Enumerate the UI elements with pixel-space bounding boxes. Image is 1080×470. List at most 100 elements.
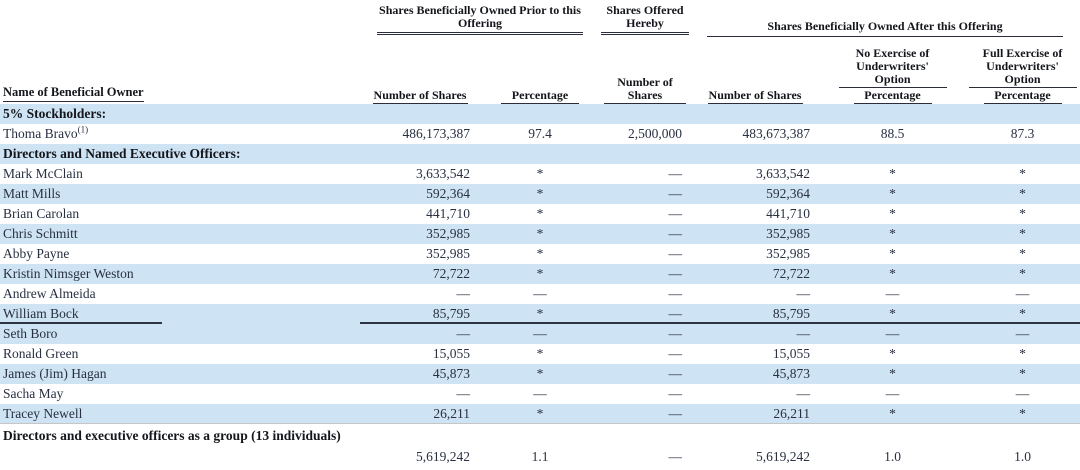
- no-exercise-percentage-cell: —: [885, 286, 900, 301]
- after-shares-cell: 352,985: [766, 226, 810, 241]
- prior-percentage-cell: *: [480, 304, 600, 324]
- offered-shares-cell: —: [668, 386, 683, 401]
- owner-name: Kristin Nimsger Weston: [3, 266, 134, 281]
- prior-percentage-cell: *: [536, 186, 544, 201]
- after-shares-cell: 15,055: [772, 346, 810, 361]
- full-exercise-percentage-cell: *: [1019, 266, 1026, 281]
- offered-shares-cell: —: [668, 406, 683, 421]
- offered-number-of-shares-header-cell: Number of Shares: [600, 76, 690, 104]
- owner-name: Directors and Named Executive Officers:: [3, 146, 241, 161]
- table-row: James (Jim) Hagan 45,873 * — 45,873 * *: [0, 364, 1080, 384]
- full-exercise-percentage-cell: —: [1015, 386, 1030, 401]
- prior-percentage-cell: *: [536, 166, 544, 181]
- owner-name: Andrew Almeida: [3, 286, 96, 301]
- no-exercise-option-header-cell: No Exercise of Underwriters' Option Perc…: [820, 47, 965, 104]
- owner-name: William Bock: [3, 306, 79, 321]
- prior-shares-cell: 352,985: [426, 226, 470, 241]
- table-row: Andrew Almeida — — — — — —: [0, 284, 1080, 304]
- owner-name-cell: Ronald Green: [0, 344, 360, 364]
- no-exercise-percentage-cell: *: [889, 206, 896, 221]
- owner-name-cell: James (Jim) Hagan: [0, 364, 360, 384]
- after-offering-subheaders: Number of Shares No Exercise of Underwri…: [690, 47, 1080, 104]
- prior-percentage-cell: [480, 144, 600, 164]
- owner-name-cell: Directors and executive officers as a gr…: [0, 424, 360, 444]
- full-exercise-percentage-cell: *: [1019, 206, 1026, 221]
- after-shares-cell: —: [796, 326, 811, 341]
- owner-name-cell: Abby Payne: [0, 244, 360, 264]
- after-shares-cell: 3,633,542: [756, 166, 810, 181]
- owner-name: Directors and executive officers as a gr…: [3, 428, 341, 443]
- table-row: Brian Carolan 441,710 * — 441,710 * *: [0, 204, 1080, 224]
- prior-percentage-cell: 97.4: [528, 126, 552, 141]
- owner-name: Ronald Green: [3, 346, 79, 361]
- after-shares-cell: —: [796, 386, 811, 401]
- no-exercise-percentage-cell: *: [889, 346, 896, 361]
- owner-name: Thoma Bravo: [3, 126, 78, 141]
- full-exercise-percentage-cell: *: [1019, 186, 1026, 201]
- prior-offering-group-label: Shares Beneficially Owned Prior to this …: [377, 4, 583, 35]
- name-column-header-cell: Name of Beneficial Owner: [0, 0, 360, 104]
- after-shares-cell: 592,364: [766, 186, 810, 201]
- table-row: Kristin Nimsger Weston 72,722 * — 72,722…: [0, 264, 1080, 284]
- prior-shares-cell: 26,211: [433, 406, 470, 421]
- full-exercise-percentage-cell: *: [965, 304, 1080, 324]
- after-offering-column-group: Shares Beneficially Owned After this Off…: [690, 0, 1080, 104]
- no-exercise-percentage-cell: *: [820, 304, 965, 324]
- section-header-row: Directors and Named Executive Officers:: [0, 144, 1080, 164]
- full-exercise-percentage-cell: [965, 144, 1080, 164]
- offered-shares-cell: —: [668, 246, 683, 261]
- owner-name: Sacha May: [3, 386, 64, 401]
- full-exercise-percentage-cell: *: [1019, 406, 1026, 421]
- full-exercise-option-header-cell: Full Exercise of Underwriters' Option Pe…: [965, 47, 1080, 104]
- after-shares-cell: 72,722: [772, 266, 810, 281]
- prior-number-of-shares-header: Number of Shares: [372, 88, 468, 104]
- offered-shares-cell: —: [668, 206, 683, 221]
- after-shares-cell: 45,873: [772, 366, 810, 381]
- after-shares-cell: [690, 144, 820, 164]
- prior-shares-cell: 5,619,242: [416, 449, 470, 464]
- offered-shares-cell: —: [668, 186, 683, 201]
- full-exercise-percentage-cell: *: [1019, 166, 1026, 181]
- after-shares-cell: 26,211: [773, 406, 810, 421]
- no-exercise-percentage-cell: 88.5: [880, 126, 905, 141]
- full-exercise-percentage-cell: *: [1019, 226, 1026, 241]
- prior-percentage-cell: *: [536, 226, 544, 241]
- full-exercise-percentage-cell: *: [1019, 246, 1026, 261]
- owner-name: Tracey Newell: [3, 406, 83, 421]
- offered-shares-cell: —: [668, 346, 683, 361]
- prior-shares-cell: 3,633,542: [416, 166, 470, 181]
- owner-name-cell: Matt Mills: [0, 184, 360, 204]
- table-body: 5% Stockholders: Thoma Bravo(1) 486,173,…: [0, 104, 1080, 470]
- prior-shares-cell: 592,364: [426, 186, 470, 201]
- prior-shares-cell: 85,795: [360, 304, 480, 324]
- owner-name-cell: Directors and Named Executive Officers:: [0, 144, 360, 164]
- prior-percentage-cell: *: [536, 406, 544, 421]
- owner-name-cell: Thoma Bravo(1): [0, 124, 360, 144]
- prior-percentage-cell: *: [536, 266, 544, 281]
- no-exercise-percentage-cell: *: [889, 226, 896, 241]
- offered-shares-cell: —: [668, 226, 683, 241]
- no-exercise-percentage-cell: [820, 144, 965, 164]
- table-row: Chris Schmitt 352,985 * — 352,985 * *: [0, 224, 1080, 244]
- prior-percentage-header-cell: Percentage: [480, 88, 600, 104]
- owner-name: 5% Stockholders:: [3, 106, 107, 121]
- full-exercise-percentage-cell: —: [1015, 286, 1030, 301]
- offered-shares-cell: 2,500,000: [628, 126, 682, 141]
- no-exercise-percentage-cell: *: [889, 246, 896, 261]
- full-exercise-percentage-cell: *: [1019, 346, 1026, 361]
- table-row: Matt Mills 592,364 * — 592,364 * *: [0, 184, 1080, 204]
- prior-percentage-cell: —: [533, 326, 547, 341]
- owner-name-cell: William Bock: [0, 304, 360, 324]
- table-row: Sacha May — — — — — —: [0, 384, 1080, 404]
- after-number-of-shares-header: Number of Shares: [707, 88, 803, 104]
- offered-shares-cell: —: [668, 166, 683, 181]
- owner-name-cell: Andrew Almeida: [0, 284, 360, 304]
- prior-shares-cell: —: [456, 286, 471, 301]
- offered-shares-cell: —: [600, 304, 690, 324]
- prior-shares-cell: [360, 144, 480, 164]
- no-exercise-percentage-cell: —: [885, 386, 900, 401]
- prior-shares-cell: 72,722: [432, 266, 470, 281]
- prior-shares-cell: —: [456, 386, 471, 401]
- offered-shares-cell: [600, 144, 690, 164]
- owner-name-cell: Mark McClain: [0, 164, 360, 184]
